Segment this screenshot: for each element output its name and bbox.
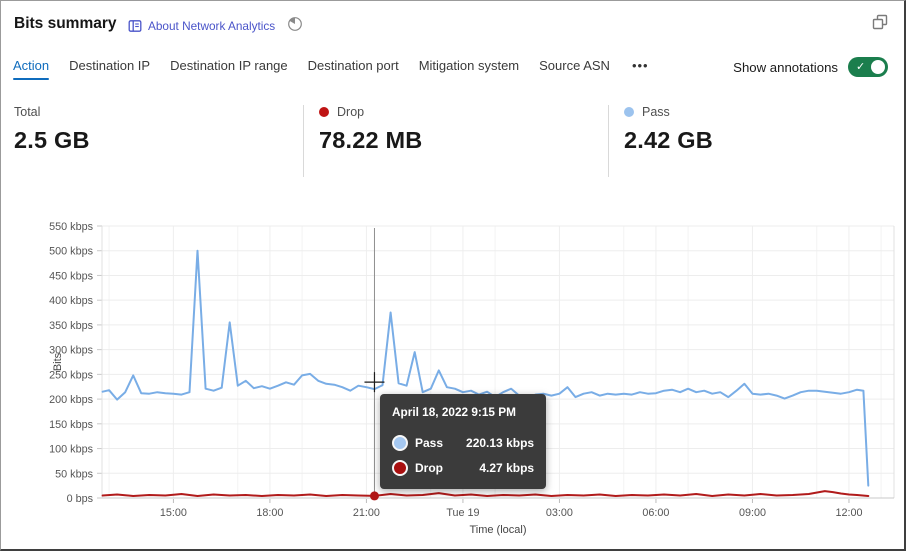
svg-text:450 kbps: 450 kbps <box>49 270 93 282</box>
svg-text:Tue 19: Tue 19 <box>446 507 479 519</box>
svg-text:100 kbps: 100 kbps <box>49 444 93 456</box>
tab-destination-ip[interactable]: Destination IP <box>69 58 151 73</box>
pass-legend-dot <box>624 107 634 117</box>
tab-mitigation-system[interactable]: Mitigation system <box>418 58 520 73</box>
stat-pass-value: 2.42 GB <box>624 127 713 153</box>
svg-text:Bits: Bits <box>52 352 64 371</box>
svg-text:400 kbps: 400 kbps <box>49 295 93 307</box>
tooltip-pass-name: Pass <box>415 436 444 450</box>
tooltip-drop-name: Drop <box>415 461 443 475</box>
tooltip-row-drop: Drop 4.27 kbps <box>392 460 534 476</box>
dimension-tabs: Action Destination IP Destination IP ran… <box>13 58 651 80</box>
chart-tooltip: April 18, 2022 9:15 PM Pass 220.13 kbps … <box>380 394 547 489</box>
tabs-row: Action Destination IP Destination IP ran… <box>13 57 888 81</box>
drop-legend-dot <box>392 460 408 476</box>
tooltip-rows: Pass 220.13 kbps Drop 4.27 kbps <box>392 435 534 476</box>
stat-divider <box>608 105 609 177</box>
book-icon <box>128 20 142 32</box>
svg-text:Time (local): Time (local) <box>469 524 526 536</box>
show-annotations-control: Show annotations ✓ <box>733 57 888 81</box>
tab-destination-ip-range[interactable]: Destination IP range <box>170 58 288 73</box>
svg-text:50 kbps: 50 kbps <box>55 468 93 480</box>
svg-text:350 kbps: 350 kbps <box>49 320 93 332</box>
svg-text:0 bps: 0 bps <box>67 493 94 505</box>
svg-text:200 kbps: 200 kbps <box>49 394 93 406</box>
more-tabs-button[interactable]: ••• <box>630 58 651 80</box>
stat-divider <box>303 105 304 177</box>
stat-drop-value: 78.22 MB <box>319 127 423 153</box>
stat-total-value: 2.5 GB <box>14 127 90 153</box>
svg-text:250 kbps: 250 kbps <box>49 369 93 381</box>
svg-text:18:00: 18:00 <box>256 507 283 519</box>
svg-text:21:00: 21:00 <box>353 507 380 519</box>
page-title: Bits summary <box>14 15 117 32</box>
about-link-label: About Network Analytics <box>148 19 276 33</box>
stat-drop-label: Drop <box>337 105 365 119</box>
show-annotations-label: Show annotations <box>733 59 838 75</box>
svg-text:150 kbps: 150 kbps <box>49 419 93 431</box>
stat-total-label: Total <box>14 105 41 119</box>
tooltip-row-pass: Pass 220.13 kbps <box>392 435 534 451</box>
tab-source-asn[interactable]: Source ASN <box>539 58 610 73</box>
svg-text:500 kbps: 500 kbps <box>49 246 93 258</box>
tooltip-title: April 18, 2022 9:15 PM <box>392 405 516 419</box>
svg-text:06:00: 06:00 <box>642 507 669 519</box>
svg-text:03:00: 03:00 <box>546 507 573 519</box>
svg-text:15:00: 15:00 <box>160 507 187 519</box>
stat-pass-label: Pass <box>642 105 670 119</box>
pie-clock-icon[interactable] <box>287 16 303 32</box>
drop-legend-dot <box>319 107 329 117</box>
tooltip-pass-value: 220.13 kbps <box>466 436 535 450</box>
svg-text:550 kbps: 550 kbps <box>49 221 93 233</box>
tab-action[interactable]: Action <box>13 58 50 80</box>
pass-legend-dot <box>392 435 408 451</box>
tab-destination-port[interactable]: Destination port <box>307 58 399 73</box>
stat-drop: Drop 78.22 MB <box>319 104 422 154</box>
svg-text:300 kbps: 300 kbps <box>49 345 93 357</box>
popout-window-icon[interactable] <box>871 13 889 31</box>
svg-text:12:00: 12:00 <box>835 507 862 519</box>
toggle-knob <box>871 60 885 74</box>
stat-pass: Pass 2.42 GB <box>624 104 713 154</box>
stat-total: Total 2.5 GB <box>14 104 90 154</box>
about-link[interactable]: About Network Analytics <box>128 19 275 33</box>
show-annotations-toggle[interactable]: ✓ <box>848 57 888 77</box>
check-icon: ✓ <box>856 61 866 73</box>
tooltip-drop-value: 4.27 kbps <box>479 461 535 475</box>
svg-text:09:00: 09:00 <box>739 507 766 519</box>
